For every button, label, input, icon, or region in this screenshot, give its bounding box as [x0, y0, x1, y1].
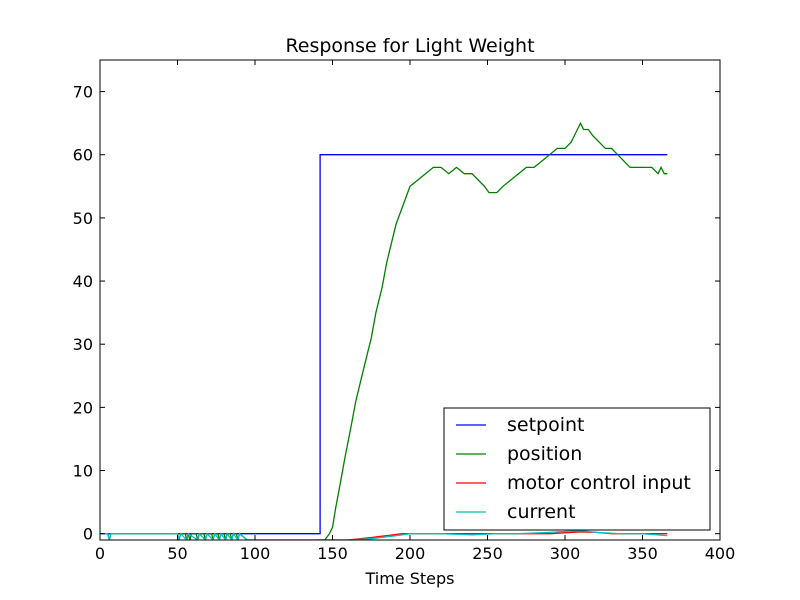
legend-label-motor-control-input: motor control input	[507, 472, 691, 494]
legend: setpoint position motor control input curre…	[443, 407, 711, 531]
y-tick-label: 10	[73, 462, 93, 481]
legend-label-current: current	[507, 501, 576, 523]
chart-title: Response for Light Weight	[285, 35, 534, 57]
y-tick-label: 40	[73, 272, 93, 291]
x-tick-label: 0	[95, 544, 105, 563]
x-tick-label: 350	[627, 544, 658, 563]
y-tick-label: 0	[83, 525, 93, 544]
legend-box	[443, 407, 711, 531]
y-tick-label: 50	[73, 209, 93, 228]
y-tick-label: 20	[73, 398, 93, 417]
series-line-current	[100, 529, 668, 540]
x-tick-label: 200	[395, 544, 426, 563]
legend-label-setpoint: setpoint	[507, 414, 585, 436]
x-axis-label: Time Steps	[364, 569, 454, 588]
tick-layer: 0 50 100 150 200 250 300 350 400 0 10 20 30 40 50 60 70	[73, 60, 736, 563]
x-tick-label: 400	[705, 544, 736, 563]
x-tick-label: 100	[240, 544, 271, 563]
series-line-position	[100, 121, 668, 540]
series-layer	[100, 121, 668, 540]
y-tick-label: 70	[73, 83, 93, 102]
y-tick-label: 30	[73, 335, 93, 354]
x-tick-label: 250	[472, 544, 503, 563]
y-tick-label: 60	[73, 146, 93, 165]
x-tick-label: 300	[550, 544, 581, 563]
x-tick-label: 150	[317, 544, 348, 563]
x-tick-label: 50	[167, 544, 187, 563]
legend-label-position: position	[507, 443, 582, 465]
